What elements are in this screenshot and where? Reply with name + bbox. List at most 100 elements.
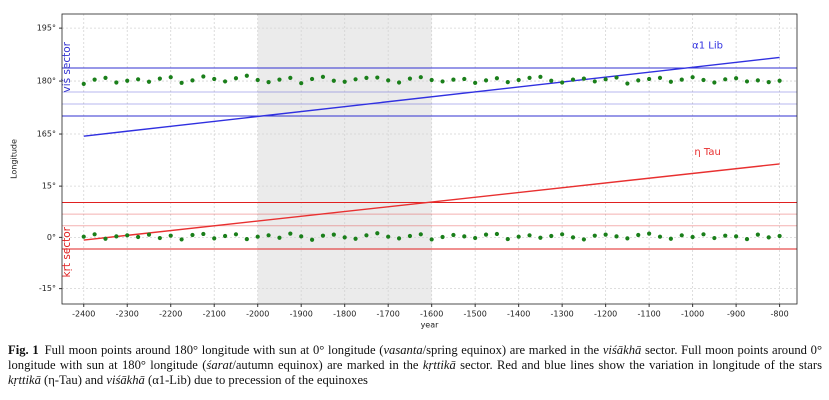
figure-label: Fig. 1 bbox=[8, 343, 39, 357]
full-moon-point bbox=[114, 234, 119, 239]
full-moon-point bbox=[777, 233, 782, 239]
full-moon-point bbox=[560, 232, 565, 237]
full-moon-point bbox=[538, 235, 543, 240]
full-moon-point bbox=[418, 232, 423, 237]
full-moon-point bbox=[505, 236, 510, 242]
full-moon-point bbox=[592, 79, 597, 84]
full-moon-point bbox=[462, 234, 467, 239]
full-moon-point bbox=[288, 231, 293, 236]
full-moon-point bbox=[647, 231, 652, 236]
full-moon-point bbox=[212, 236, 217, 241]
y-tick-label: 0° bbox=[47, 233, 56, 242]
full-moon-point bbox=[288, 75, 293, 80]
full-moon-point bbox=[755, 78, 760, 83]
full-moon-point bbox=[625, 236, 630, 241]
full-moon-point bbox=[429, 237, 434, 242]
full-moon-point bbox=[353, 77, 358, 82]
full-moon-point bbox=[309, 237, 315, 242]
full-moon-point bbox=[375, 231, 380, 236]
full-moon-point bbox=[451, 77, 456, 82]
full-moon-point bbox=[233, 76, 239, 81]
full-moon-point bbox=[744, 236, 750, 242]
full-moon-point bbox=[527, 233, 532, 238]
full-moon-point bbox=[473, 235, 478, 241]
sector-label: kṛt sector bbox=[61, 226, 73, 277]
sector-label: viś sector bbox=[61, 41, 73, 92]
full-moon-point bbox=[407, 76, 413, 81]
full-moon-point bbox=[190, 78, 195, 83]
full-moon-point bbox=[516, 77, 521, 83]
full-moon-point bbox=[712, 235, 717, 241]
caption-text: /autumn equinox) are marked in the bbox=[232, 358, 423, 372]
full-moon-point bbox=[636, 232, 641, 238]
full-moon-point bbox=[396, 80, 402, 85]
full-moon-point bbox=[353, 236, 358, 241]
caption-text: sector. Full moon points around 0° longi… bbox=[8, 343, 822, 372]
full-moon-point bbox=[766, 80, 771, 85]
full-moon-point bbox=[451, 232, 456, 238]
full-moon-point bbox=[723, 233, 728, 238]
full-moon-point bbox=[168, 233, 173, 238]
full-moon-point bbox=[473, 80, 478, 85]
x-tick-label: -1200 bbox=[594, 310, 617, 319]
full-moon-point bbox=[114, 80, 119, 85]
full-moon-point bbox=[668, 236, 673, 241]
full-moon-point bbox=[81, 81, 86, 86]
x-tick-label: -900 bbox=[727, 310, 745, 319]
full-moon-point bbox=[614, 75, 619, 80]
full-moon-point bbox=[505, 80, 510, 85]
full-moon-point bbox=[636, 78, 641, 83]
caption-text: sector. Red and blue lines show the vari… bbox=[455, 358, 822, 372]
caption-text: (α1-Lib) due to precession of the equino… bbox=[144, 373, 368, 387]
y-axis-label: Longitude bbox=[10, 139, 19, 179]
y-tick-label: -15° bbox=[39, 284, 56, 293]
full-moon-point bbox=[603, 232, 608, 237]
full-moon-point bbox=[299, 81, 304, 86]
full-moon-point bbox=[734, 76, 739, 81]
full-moon-point bbox=[266, 233, 271, 238]
full-moon-point bbox=[179, 80, 184, 85]
y-tick-label: 15° bbox=[42, 182, 56, 191]
full-moon-point bbox=[157, 76, 162, 81]
x-tick-label: -1500 bbox=[464, 310, 487, 319]
full-moon-point bbox=[679, 233, 684, 238]
full-moon-point bbox=[244, 73, 249, 78]
full-moon-point bbox=[592, 233, 597, 238]
caption-text: viśākhā bbox=[106, 373, 145, 387]
full-moon-point bbox=[516, 234, 521, 239]
x-tick-label: -1800 bbox=[333, 310, 356, 319]
full-moon-point bbox=[494, 231, 500, 237]
star-longitude-line bbox=[83, 163, 780, 241]
full-moon-point bbox=[407, 233, 413, 239]
full-moon-point bbox=[418, 75, 423, 80]
full-moon-point bbox=[92, 232, 97, 237]
full-moon-point bbox=[549, 233, 554, 239]
full-moon-point bbox=[146, 232, 152, 237]
full-moon-point bbox=[603, 77, 608, 82]
full-moon-point bbox=[570, 77, 576, 82]
full-moon-point bbox=[157, 235, 162, 241]
full-moon-point bbox=[625, 81, 630, 86]
full-moon-point bbox=[755, 232, 760, 237]
caption-text: viśākhā bbox=[602, 343, 642, 357]
full-moon-point bbox=[222, 233, 228, 239]
x-tick-label: -2400 bbox=[72, 310, 95, 319]
full-moon-point bbox=[255, 234, 260, 239]
full-moon-point bbox=[103, 236, 108, 241]
full-moon-point bbox=[81, 234, 86, 239]
x-tick-label: -1300 bbox=[551, 310, 574, 319]
full-moon-point bbox=[342, 235, 347, 240]
x-tick-label: -1100 bbox=[638, 310, 661, 319]
full-moon-point bbox=[92, 77, 97, 82]
full-moon-point bbox=[396, 236, 402, 241]
x-tick-label: -2100 bbox=[203, 310, 226, 319]
full-moon-point bbox=[690, 234, 695, 240]
full-moon-point bbox=[386, 234, 391, 239]
full-moon-point bbox=[222, 79, 228, 84]
y-tick-label: 180° bbox=[37, 77, 56, 86]
full-moon-point bbox=[701, 77, 706, 83]
full-moon-point bbox=[690, 75, 695, 80]
full-moon-point bbox=[701, 232, 706, 237]
full-moon-point bbox=[527, 75, 532, 80]
full-moon-point bbox=[244, 236, 249, 242]
